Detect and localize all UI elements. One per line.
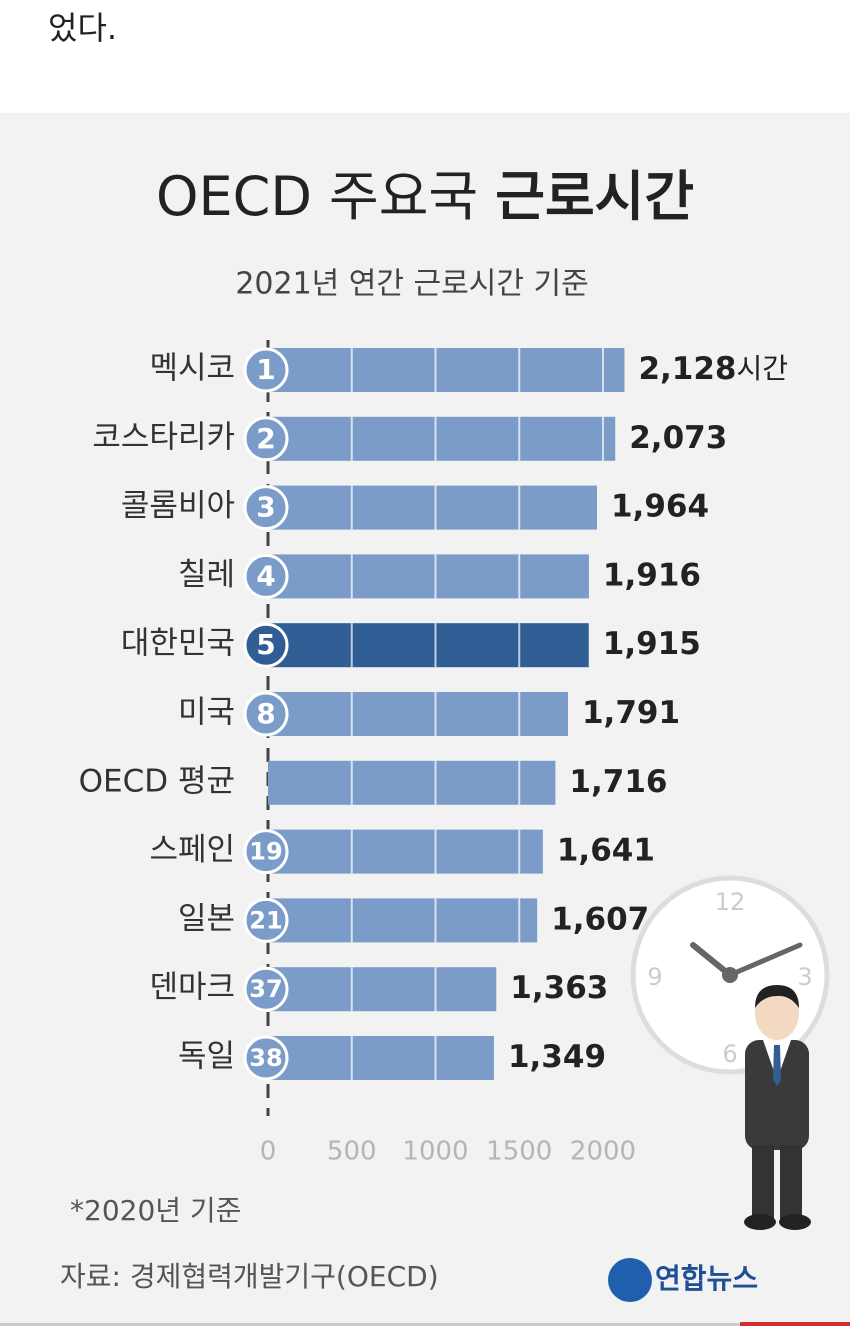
value-label: 1,916 (603, 557, 701, 593)
rank-label: 19 (249, 838, 282, 866)
rank-badge (243, 1035, 289, 1081)
value-text: 1,607 (551, 901, 649, 937)
category-label: 스페인 (149, 832, 235, 868)
value-label: 1,349 (508, 1039, 606, 1075)
rank-badge (243, 897, 289, 943)
chart-title: OECD 주요국 근로시간 (156, 165, 694, 228)
rank-label: 4 (256, 559, 275, 592)
clock-number: 6 (722, 1040, 737, 1068)
rank-label: 21 (249, 906, 282, 934)
value-text: 1,791 (582, 695, 680, 731)
rank-badge (243, 553, 289, 599)
category-label: 미국 (178, 695, 235, 731)
rank-label: 8 (256, 697, 275, 730)
x-tick-label: 0 (260, 1137, 277, 1167)
bar (268, 623, 589, 668)
value-text: 2,073 (629, 419, 727, 455)
category-label: 독일 (178, 1039, 235, 1075)
value-label: 2,128시간 (638, 351, 788, 387)
bar (268, 485, 597, 530)
person (744, 985, 811, 1230)
bar (268, 416, 616, 461)
value-text: 1,964 (611, 488, 709, 524)
rank-badge (243, 622, 289, 668)
x-tick-label: 1500 (486, 1137, 552, 1167)
rank-label: 38 (249, 1044, 282, 1072)
rank-label: 5 (256, 628, 275, 661)
category-label: OECD 평균 (79, 763, 235, 799)
category-label: 덴마크 (149, 970, 235, 1006)
category-label: 콜롬비아 (121, 488, 235, 524)
category-label: 코스타리카 (92, 419, 235, 455)
bar (268, 554, 589, 599)
rank-badge (243, 485, 289, 531)
rank-badge (243, 416, 289, 462)
value-label: 1,791 (582, 695, 680, 731)
rank-badge (243, 691, 289, 737)
bar (268, 829, 543, 874)
value-text: 1,915 (603, 626, 701, 662)
clock-number: 3 (797, 963, 812, 991)
rank-label: 3 (256, 491, 275, 524)
value-label: 2,073 (629, 419, 727, 455)
rank-label: 2 (256, 422, 275, 455)
footnote: *2020년 기준 (70, 1194, 241, 1227)
bar (268, 348, 625, 392)
logo: 연합뉴스 (655, 1262, 758, 1295)
value-label: 1,915 (603, 626, 701, 662)
category-label: 멕시코 (149, 351, 235, 387)
intro-text: 었다. (48, 9, 117, 47)
rank-badge (243, 829, 289, 875)
category-label: 대한민국 (121, 626, 235, 662)
clock-number: 9 (647, 963, 662, 991)
clock-number: 12 (715, 888, 746, 916)
category-label: 일본 (178, 901, 235, 937)
rank-label: 1 (256, 353, 275, 386)
bottom-accent (740, 1322, 850, 1326)
x-tick-label: 2000 (570, 1137, 636, 1167)
value-text: 1,641 (557, 832, 655, 868)
bottom-rule (0, 1323, 740, 1326)
logo-icon (608, 1258, 652, 1302)
unit-label: 시간 (737, 352, 789, 385)
value-label: 1,607 (551, 901, 649, 937)
value-label: 1,964 (611, 488, 709, 524)
value-text: 1,916 (603, 557, 701, 593)
rank-badge (243, 966, 289, 1012)
value-label: 1,641 (557, 832, 655, 868)
x-tick-label: 500 (327, 1137, 377, 1167)
value-text: 2,128 (638, 351, 736, 387)
rank-label: 37 (249, 975, 282, 1003)
bar (268, 1036, 494, 1080)
bar (268, 898, 538, 943)
x-tick-label: 1000 (402, 1137, 468, 1167)
chart-subtitle: 2021년 연간 근로시간 기준 (235, 267, 588, 302)
value-text: 1,363 (510, 970, 608, 1006)
source: 자료: 경제협력개발기구(OECD) (60, 1260, 439, 1293)
rank-badge (243, 347, 289, 393)
bar (268, 760, 556, 805)
value-label: 1,716 (569, 763, 667, 799)
category-label: 칠레 (178, 557, 235, 593)
bar (268, 692, 568, 736)
value-text: 1,349 (508, 1039, 606, 1075)
value-label: 1,363 (510, 970, 608, 1006)
bar (268, 967, 497, 1012)
value-text: 1,716 (569, 763, 667, 799)
